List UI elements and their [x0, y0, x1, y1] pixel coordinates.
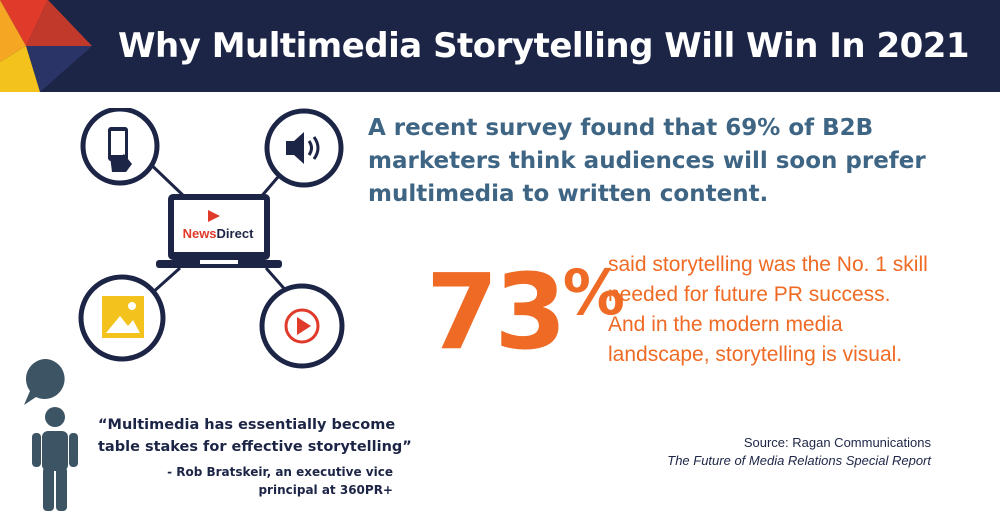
brand-logo-icon — [0, 0, 92, 92]
laptop-icon — [156, 194, 282, 268]
source-report: The Future of Media Relations Special Re… — [667, 453, 931, 468]
source-citation: Source: Ragan Communications The Future … — [560, 434, 931, 470]
quote-attribution: - Rob Bratskeir, an executive vice princ… — [167, 465, 393, 497]
play-video-icon — [259, 283, 345, 369]
newsdirect-logo: NewsDirect — [178, 226, 258, 241]
person-icon — [24, 359, 78, 511]
stat-description: said storytelling was the No. 1 skill ne… — [608, 253, 928, 366]
page-title: Why Multimedia Storytelling Will Win In … — [118, 26, 970, 66]
speaker-icon — [264, 108, 344, 188]
stat-percentage: 73% — [426, 238, 625, 367]
survey-headline: A recent survey found that 69% of B2B ma… — [368, 115, 926, 207]
source-publisher: Source: Ragan Communications — [743, 435, 931, 450]
logo-news-text: News — [182, 226, 217, 241]
title-banner: Why Multimedia Storytelling Will Win In … — [0, 0, 1000, 92]
speech-bubble-icon — [24, 359, 65, 405]
stat-percent-sign: % — [562, 256, 625, 329]
mobile-phone-icon — [80, 108, 160, 186]
logo-direct-text: Direct — [216, 226, 254, 241]
image-icon — [78, 274, 166, 362]
expert-quote: “Multimedia has essentially become table… — [98, 417, 412, 455]
stat-number: 73 — [426, 251, 567, 373]
multimedia-diagram — [78, 108, 345, 369]
